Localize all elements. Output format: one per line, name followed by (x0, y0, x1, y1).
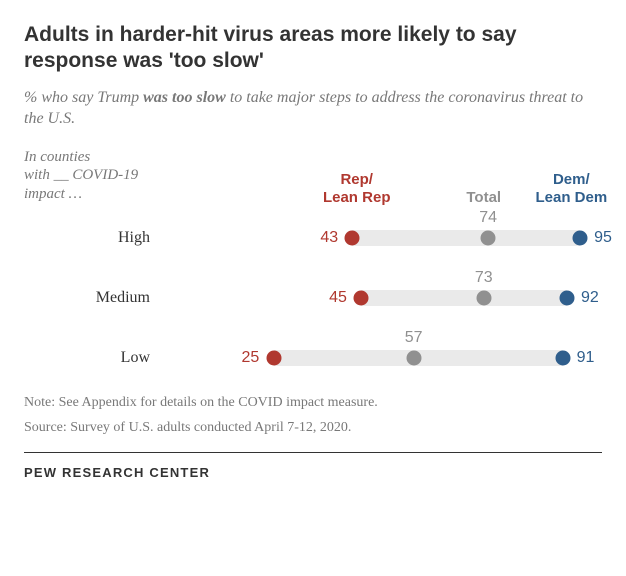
legend-total: Total (466, 189, 501, 206)
total-value: 74 (479, 209, 497, 227)
row-plot: 25 57 91 (164, 328, 602, 388)
axis-label-line: In counties (24, 148, 164, 167)
legend-row: Rep/Lean RepTotalDem/Lean Dem (164, 162, 602, 206)
total-dot (476, 290, 491, 305)
y-axis-label: In counties with __ COVID-19 impact … (24, 148, 164, 204)
rows-container: High437495Medium457392Low255791 (24, 208, 602, 388)
note-text: Note: See Appendix for details on the CO… (24, 394, 602, 413)
rep-value: 25 (242, 349, 260, 367)
legend-rep: Rep/Lean Rep (323, 171, 391, 206)
total-dot (481, 230, 496, 245)
dem-dot (573, 230, 588, 245)
dem-value: 91 (577, 349, 595, 367)
range-track (361, 290, 567, 306)
subtitle-prefix: % who say Trump (24, 89, 143, 106)
total-dot (406, 350, 421, 365)
data-row: High437495 (24, 208, 602, 268)
row-plot: 437495 (164, 208, 602, 268)
source-text: Source: Survey of U.S. adults conducted … (24, 419, 602, 438)
chart-subtitle: % who say Trump was too slow to take maj… (24, 87, 602, 130)
dem-dot (559, 290, 574, 305)
divider (24, 452, 602, 453)
legend-dem: Dem/Lean Dem (535, 171, 607, 206)
rep-value: 43 (320, 229, 338, 247)
chart-title: Adults in harder-hit virus areas more li… (24, 22, 602, 75)
row-label: High (24, 229, 164, 247)
rep-value: 45 (329, 289, 347, 307)
total-value: 73 (475, 269, 493, 287)
row-label: Medium (24, 289, 164, 307)
axis-label-line: impact … (24, 185, 164, 204)
axis-label-line: with __ COVID-19 (24, 166, 164, 185)
rep-dot (266, 350, 281, 365)
range-track (352, 230, 580, 246)
dem-value: 95 (594, 229, 612, 247)
data-row: Medium 45 73 92 (24, 268, 602, 328)
dem-value: 92 (581, 289, 599, 307)
rep-dot (354, 290, 369, 305)
attribution: PEW RESEARCH CENTER (24, 465, 602, 480)
data-row: Low 25 57 91 (24, 328, 602, 388)
dem-dot (555, 350, 570, 365)
row-label: Low (24, 349, 164, 367)
rep-dot (345, 230, 360, 245)
total-value: 57 (405, 329, 423, 347)
row-plot: 45 73 92 (164, 268, 602, 328)
subtitle-emphasis: was too slow (143, 89, 226, 106)
chart-area: In counties with __ COVID-19 impact … Re… (24, 148, 602, 388)
